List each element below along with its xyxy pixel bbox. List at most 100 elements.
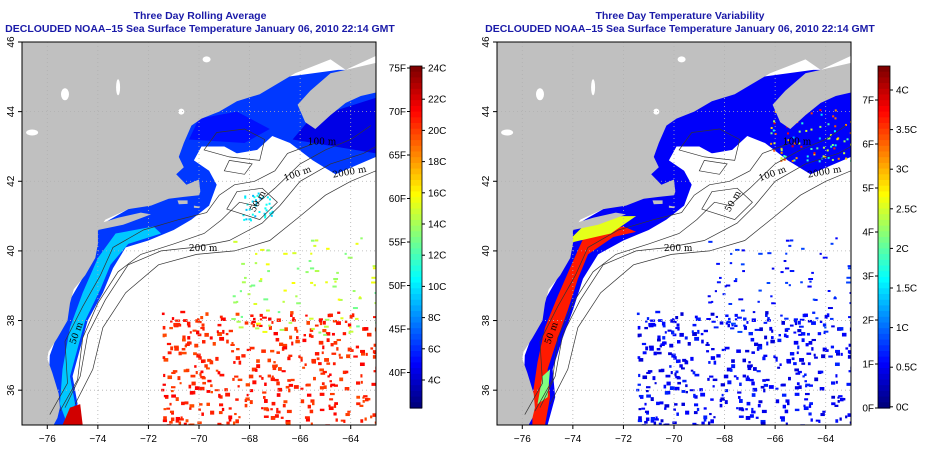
warm-sst-pixel <box>167 375 173 380</box>
variability-pixel <box>821 354 826 359</box>
variability-pixel <box>766 341 769 346</box>
warm-sst-pixel <box>162 333 165 338</box>
variability-pixel <box>830 145 833 148</box>
variability-pixel <box>681 390 686 393</box>
colorbar-swatch <box>410 259 422 267</box>
variability-pixel <box>830 345 835 349</box>
variability-pixel <box>642 351 647 355</box>
variability-pixel <box>835 419 839 423</box>
variability-pixel <box>813 353 816 357</box>
warm-sst-pixel <box>356 395 361 399</box>
variability-pixel <box>671 330 675 335</box>
variability-pixel <box>784 409 789 414</box>
shelf-sst-pixel <box>244 196 247 199</box>
variability-pixel <box>682 379 687 383</box>
warm-sst-pixel <box>322 320 326 325</box>
warm-sst-pixel <box>318 362 322 366</box>
warm-sst-pixel <box>175 419 180 423</box>
colorbar-swatch <box>878 214 890 221</box>
x-tick-label: −70 <box>191 434 208 445</box>
isobath-label: 100 m <box>308 138 337 148</box>
variability-pixel <box>638 394 644 398</box>
warm-sst-pixel <box>173 322 176 327</box>
variability-pixel <box>830 242 834 245</box>
variability-pixel <box>848 343 851 347</box>
variability-pixel <box>748 361 751 364</box>
warm-sst-pixel <box>235 356 241 360</box>
warm-sst-pixel <box>272 416 276 420</box>
mid-variability-band <box>537 369 551 405</box>
warm-sst-pixel <box>178 421 182 425</box>
landmass <box>497 42 851 425</box>
warm-sst-pixel <box>231 350 235 353</box>
isobath-line <box>59 125 372 412</box>
warm-sst-pixel <box>228 407 232 410</box>
warm-sst-pixel <box>188 423 193 425</box>
colorbar-swatch <box>878 105 890 113</box>
variability-pixel <box>774 356 778 359</box>
variability-pixel <box>771 267 775 270</box>
variability-pixel <box>841 332 847 337</box>
colorbar-label-f: 40F <box>389 368 406 379</box>
variability-pixel <box>729 262 733 265</box>
warm-sst-pixel <box>267 374 271 378</box>
x-tick-label: −76 <box>514 434 531 445</box>
gulf-stream-core <box>62 404 83 425</box>
warm-sst-pixel <box>271 401 276 406</box>
colorbar-swatch <box>410 140 422 147</box>
warm-sst-pixel <box>305 314 308 317</box>
variability-pixel <box>785 252 788 255</box>
variability-pixel <box>673 408 676 411</box>
shelf-sst-pixel <box>242 214 245 217</box>
colorbar-swatch <box>878 242 890 249</box>
variability-pixel <box>637 419 643 423</box>
warm-sst-pixel <box>349 315 353 319</box>
variability-pixel <box>845 347 849 350</box>
shelf-sst-pixel <box>251 200 254 203</box>
variability-pixel <box>804 380 807 383</box>
colorbar-label-f: 75F <box>389 64 406 75</box>
warm-sst-pixel <box>293 385 299 389</box>
variability-pixel <box>799 358 805 362</box>
variability-pixel <box>731 359 735 363</box>
warm-sst-pixel <box>175 416 181 421</box>
warm-sst-pixel <box>200 375 205 379</box>
warm-sst-pixel <box>314 352 320 356</box>
warm-sst-pixel <box>286 409 292 414</box>
variability-pixel <box>637 325 641 330</box>
warm-sst-pixel <box>171 371 176 375</box>
variability-pixel <box>802 375 805 378</box>
colorbar-label-c: 1C <box>896 323 909 334</box>
warm-sst-pixel <box>184 401 189 405</box>
colorbar-swatch <box>878 368 890 375</box>
variability-pixel <box>808 278 814 281</box>
colorbar-swatch <box>878 276 890 284</box>
warm-sst-pixel <box>248 374 254 379</box>
variability-pixel <box>656 401 660 406</box>
variability-pixel <box>834 109 837 112</box>
variability-pixel <box>675 359 679 364</box>
x-tick-label: −68 <box>241 434 258 445</box>
warm-sst-pixel <box>339 377 344 382</box>
mid-sst-pixel <box>295 295 298 298</box>
variability-pixel <box>775 399 780 404</box>
variability-pixel <box>645 390 649 393</box>
variability-pixel <box>706 350 710 353</box>
variability-pixel <box>839 417 842 421</box>
warm-sst-pixel <box>333 384 338 387</box>
warm-sst-pixel <box>347 347 352 352</box>
warm-sst-pixel <box>320 372 326 375</box>
variability-pixel <box>786 401 790 406</box>
variability-pixel <box>692 332 697 336</box>
warm-sst-pixel <box>216 330 219 334</box>
variability-pixel <box>650 319 656 322</box>
variability-pixel <box>637 333 640 338</box>
mid-sst-pixel <box>338 298 343 301</box>
variability-pixel <box>644 410 650 414</box>
warm-sst-pixel <box>310 335 314 338</box>
warm-sst-pixel <box>179 382 182 385</box>
high-variability-band <box>532 226 637 425</box>
variability-pixel <box>811 347 814 351</box>
colorbar-swatch <box>410 77 422 84</box>
mid-sst-pixel <box>313 284 316 287</box>
